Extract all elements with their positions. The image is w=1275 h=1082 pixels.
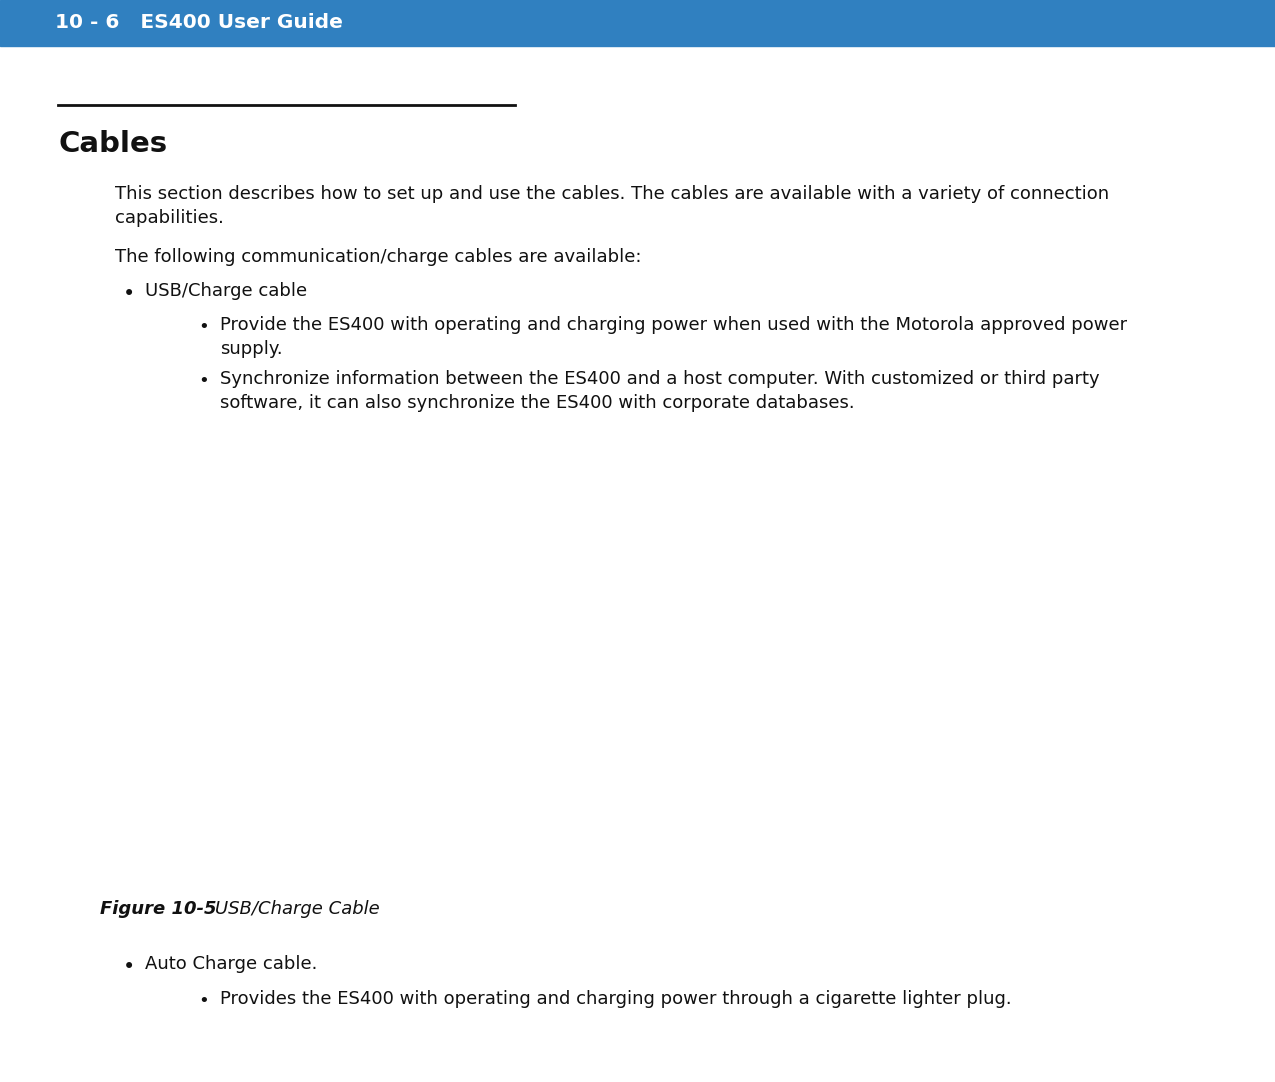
Bar [99, 430, 720, 890]
Text: Provides the ES400 with operating and charging power through a cigarette lighter: Provides the ES400 with operating and ch… [221, 990, 1011, 1008]
Text: Figure 10-5: Figure 10-5 [99, 900, 217, 918]
Text: Synchronize information between the ES400 and a host computer. With customized o: Synchronize information between the ES40… [221, 370, 1099, 412]
Text: 10 - 6   ES400 User Guide: 10 - 6 ES400 User Guide [55, 13, 343, 32]
Text: This section describes how to set up and use the cables. The cables are availabl: This section describes how to set up and… [115, 185, 1109, 227]
Bar [0, 0, 1275, 47]
Text: •: • [199, 318, 209, 337]
Text: USB/Charge cable: USB/Charge cable [145, 282, 307, 300]
Text: •: • [199, 372, 209, 390]
Text: •: • [199, 992, 209, 1010]
Text: USB/Charge Cable: USB/Charge Cable [215, 900, 380, 918]
Text: •: • [122, 956, 135, 977]
Text: Provide the ES400 with operating and charging power when used with the Motorola : Provide the ES400 with operating and cha… [221, 316, 1127, 358]
Text: •: • [122, 283, 135, 304]
Text: Cables: Cables [57, 130, 167, 158]
Text: The following communication/charge cables are available:: The following communication/charge cable… [115, 248, 641, 266]
Text: Auto Charge cable.: Auto Charge cable. [145, 955, 317, 973]
